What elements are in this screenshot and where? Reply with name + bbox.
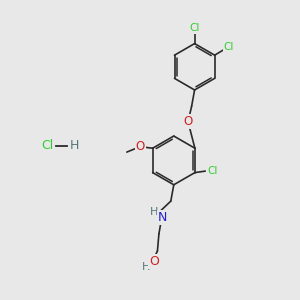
- Text: Cl: Cl: [207, 166, 217, 176]
- Text: Cl: Cl: [224, 42, 234, 52]
- Text: O: O: [136, 140, 145, 153]
- Text: H: H: [150, 207, 159, 218]
- Text: H: H: [70, 139, 79, 152]
- Text: O: O: [149, 255, 159, 268]
- Text: Cl: Cl: [189, 23, 200, 33]
- Text: Cl: Cl: [41, 139, 54, 152]
- Text: N: N: [158, 211, 167, 224]
- Text: H: H: [142, 262, 151, 272]
- Text: O: O: [183, 115, 193, 128]
